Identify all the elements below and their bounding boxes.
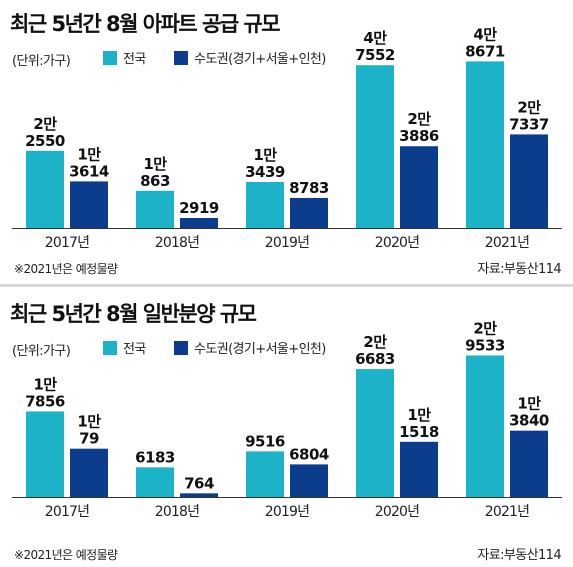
bar-nationwide-3 xyxy=(356,369,394,497)
x-tick-label: 2017년 xyxy=(45,504,90,520)
bar-chart-svg: 1만7856618395162만66832만95331만7976468041만1… xyxy=(12,319,562,520)
value-label-capital-0: 3614 xyxy=(69,162,109,180)
legend-swatch-nationwide xyxy=(103,340,117,355)
value-label-capital-4: 7337 xyxy=(509,115,549,133)
x-tick-label: 2021년 xyxy=(485,504,530,520)
value-label-nationwide-0: 7856 xyxy=(25,392,65,410)
bar-nationwide-4 xyxy=(466,355,504,497)
value-label-capital-3: 1만 xyxy=(407,406,431,424)
value-label-nationwide-3: 7552 xyxy=(355,46,395,64)
panel-divider xyxy=(0,284,573,287)
x-tick-label: 2021년 xyxy=(485,235,530,251)
legend-item-nationwide: 전국 xyxy=(103,338,146,357)
value-label-capital-0: 1만 xyxy=(77,145,101,163)
legend-item-nationwide: 전국 xyxy=(103,48,146,67)
value-label-nationwide-3: 6683 xyxy=(355,350,395,368)
legend-item-capital: 수도권(경기+서울+인천) xyxy=(174,48,326,67)
bar-capital-2 xyxy=(290,197,328,228)
bar-capital-4 xyxy=(510,134,548,228)
value-label-capital-2: 8783 xyxy=(289,179,329,197)
value-label-nationwide-3: 2만 xyxy=(363,333,387,351)
value-label-nationwide-4: 8671 xyxy=(465,42,505,60)
value-label-nationwide-4: 4만 xyxy=(473,25,497,43)
value-label-nationwide-3: 4만 xyxy=(363,29,387,47)
value-label-nationwide-2: 1만 xyxy=(253,146,277,164)
presale-chart-panel: 최근 5년간 8월 일반분양 규모 (단위:가구) 전국 수도권(경기+서울+인… xyxy=(0,290,573,567)
value-label-capital-0: 1만 xyxy=(77,413,101,431)
bar-capital-2 xyxy=(290,464,328,497)
bar-nationwide-4 xyxy=(466,61,504,229)
x-tick-label: 2017년 xyxy=(45,235,90,251)
value-label-capital-0: 79 xyxy=(79,430,99,448)
unit-label: (단위:가구) xyxy=(12,344,71,359)
bar-capital-0 xyxy=(70,181,108,228)
bar-chart-svg: 2만25501만8631만34394만75524만86711만361429198… xyxy=(12,25,562,251)
bar-capital-1 xyxy=(180,218,218,228)
legend-label-nationwide: 전국 xyxy=(123,52,146,67)
value-label-capital-4: 2만 xyxy=(517,98,541,116)
value-label-nationwide-0: 1만 xyxy=(33,375,57,393)
unit-label: (단위:가구) xyxy=(12,54,71,69)
x-tick-label: 2020년 xyxy=(375,235,420,251)
chart-note: ※2021년은 예정물량 xyxy=(14,548,118,562)
bar-nationwide-0 xyxy=(26,411,64,497)
legend-swatch-capital xyxy=(174,340,188,355)
bar-capital-3 xyxy=(400,441,438,497)
legend-label-capital: 수도권(경기+서울+인천) xyxy=(194,52,326,67)
legend-label-capital: 수도권(경기+서울+인천) xyxy=(194,342,326,357)
bar-capital-1 xyxy=(180,493,218,497)
value-label-capital-3: 1518 xyxy=(399,423,439,441)
x-tick-label: 2019년 xyxy=(265,504,310,520)
chart-note: ※2021년은 예정물량 xyxy=(14,262,118,276)
value-label-capital-3: 3886 xyxy=(399,127,439,145)
value-label-nationwide-0: 2만 xyxy=(33,115,57,133)
x-tick-label: 2020년 xyxy=(375,504,420,520)
value-label-capital-3: 2만 xyxy=(407,110,431,128)
value-label-capital-2: 6804 xyxy=(289,445,329,463)
bar-capital-0 xyxy=(70,448,108,497)
legend-label-nationwide: 전국 xyxy=(123,342,146,357)
bar-nationwide-1 xyxy=(136,190,174,228)
value-label-capital-1: 2919 xyxy=(179,199,219,217)
supply-chart-panel: 최근 5년간 8월 아파트 공급 규모 (단위:가구) 전국 수도권(경기+서울… xyxy=(0,0,573,281)
chart-source: 자료:부동산114 xyxy=(477,548,561,563)
x-tick-label: 2018년 xyxy=(155,504,200,520)
legend-swatch-capital xyxy=(174,50,188,65)
value-label-nationwide-4: 9533 xyxy=(465,336,505,354)
chart-title: 최근 5년간 8월 일반분양 규모 xyxy=(10,302,257,326)
legend-swatch-nationwide xyxy=(103,50,117,65)
value-label-nationwide-4: 2만 xyxy=(473,319,497,337)
bar-capital-3 xyxy=(400,146,438,228)
bar-nationwide-2 xyxy=(246,181,284,228)
chart-source: 자료:부동산114 xyxy=(477,262,561,277)
bar-capital-4 xyxy=(510,430,548,497)
chart-title: 최근 5년간 8월 아파트 공급 규모 xyxy=(10,12,281,36)
bar-nationwide-3 xyxy=(356,65,394,228)
legend-item-capital: 수도권(경기+서울+인천) xyxy=(174,338,326,357)
value-label-capital-4: 1만 xyxy=(517,395,541,413)
value-label-capital-1: 764 xyxy=(184,474,214,492)
bar-nationwide-0 xyxy=(26,150,64,228)
x-tick-label: 2019년 xyxy=(265,235,310,251)
x-tick-label: 2018년 xyxy=(155,235,200,251)
bar-nationwide-1 xyxy=(136,467,174,497)
bar-nationwide-2 xyxy=(246,451,284,497)
value-label-nationwide-0: 2550 xyxy=(25,132,65,150)
value-label-nationwide-1: 6183 xyxy=(135,448,175,466)
value-label-nationwide-2: 3439 xyxy=(245,163,285,181)
value-label-nationwide-1: 1만 xyxy=(143,155,167,173)
value-label-nationwide-2: 9516 xyxy=(245,432,285,450)
value-label-capital-4: 3840 xyxy=(509,412,549,430)
value-label-nationwide-1: 863 xyxy=(140,172,170,190)
